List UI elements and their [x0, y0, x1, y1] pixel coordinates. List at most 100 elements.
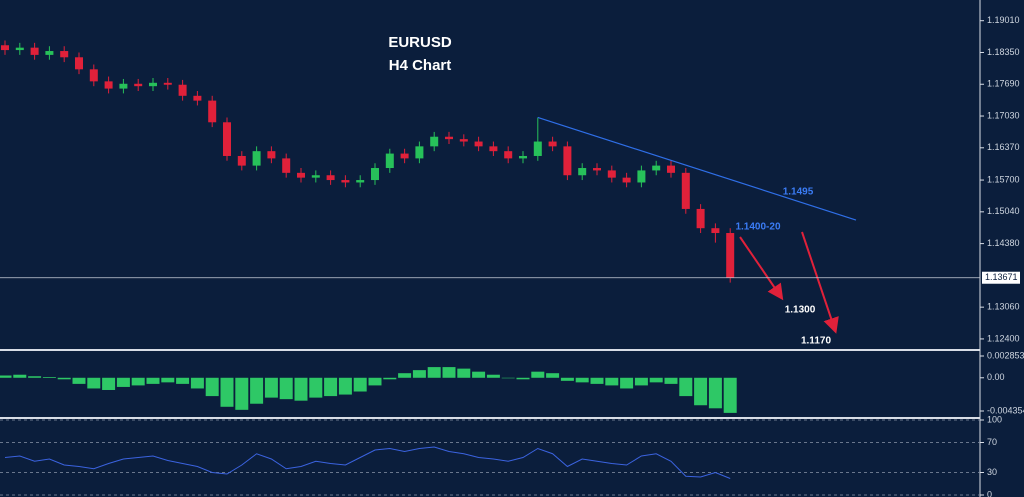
- y-tick-label: 1.18350: [987, 47, 1020, 57]
- candle-body: [652, 165, 661, 171]
- candle-body: [622, 177, 631, 183]
- candle-body: [149, 82, 157, 87]
- histogram-bar: [42, 377, 56, 378]
- histogram-bar: [472, 371, 486, 378]
- histogram-bar: [87, 377, 101, 389]
- candle-body: [489, 146, 498, 152]
- candle-body: [134, 83, 143, 87]
- histogram-bar: [442, 367, 456, 378]
- y-tick-label: 70: [987, 437, 997, 447]
- histogram-bar: [0, 375, 12, 378]
- candle-body: [711, 228, 720, 234]
- candle-body: [371, 168, 379, 181]
- candle-body: [533, 141, 542, 156]
- candle-body: [326, 175, 335, 181]
- histogram-bar: [664, 377, 678, 384]
- annotation: 1.1170: [801, 336, 831, 347]
- candle-body: [415, 146, 424, 159]
- histogram-bar: [190, 377, 204, 389]
- histogram-bar: [250, 377, 264, 404]
- candle-body: [267, 151, 276, 159]
- y-tick-label: 1.14380: [987, 238, 1020, 248]
- histogram-bar: [486, 374, 500, 378]
- y-tick-label: 0.00: [987, 372, 1005, 382]
- histogram-bar: [102, 377, 116, 390]
- candle-body: [104, 81, 113, 89]
- rsi-line: [4, 446, 731, 479]
- histogram-bar: [620, 377, 634, 389]
- histogram-bar: [353, 377, 367, 392]
- histogram-bar: [279, 377, 293, 400]
- histogram-bar: [131, 377, 145, 386]
- candle-body: [208, 100, 217, 123]
- y-tick-label: 1.12400: [987, 333, 1020, 343]
- histogram-bar: [590, 377, 604, 384]
- trendline: [537, 116, 857, 221]
- histogram-bar: [575, 377, 589, 383]
- y-tick-label: -0.004354: [987, 405, 1024, 415]
- histogram-bar: [531, 371, 545, 378]
- last-price-box: [982, 271, 1020, 284]
- histogram-bar: [205, 377, 219, 397]
- histogram-bar: [694, 377, 708, 406]
- histogram-bar: [457, 368, 471, 378]
- candle-body: [311, 175, 320, 178]
- candle-body: [282, 158, 291, 173]
- histogram-bar: [708, 377, 722, 409]
- histogram-bar: [324, 377, 338, 397]
- candle-body: [430, 136, 439, 147]
- candle-body: [356, 180, 365, 183]
- candle-body: [341, 180, 350, 183]
- candle-body: [548, 141, 557, 147]
- histogram-bar: [560, 377, 574, 381]
- histogram-bar: [634, 377, 648, 386]
- candle-body: [252, 151, 261, 166]
- y-tick-label: 1.19010: [987, 15, 1020, 25]
- histogram-bar: [28, 376, 42, 378]
- candle-body: [89, 69, 98, 82]
- histogram-bar: [72, 377, 86, 384]
- annotation: 1.1495: [783, 187, 814, 198]
- arrow: [739, 236, 784, 301]
- candle-body: [75, 57, 83, 70]
- histogram-bar: [309, 377, 323, 398]
- candle-body: [297, 172, 305, 178]
- candle-body: [607, 170, 616, 178]
- annotation: 1.1400-20: [735, 222, 780, 233]
- histogram-bar: [516, 377, 530, 380]
- candle-body: [563, 146, 572, 176]
- chart-title: EURUSD: [388, 34, 452, 51]
- histogram-bar: [546, 373, 560, 378]
- histogram-bar: [605, 377, 619, 386]
- candle-body: [30, 47, 39, 55]
- histogram-bar: [57, 377, 71, 380]
- candle-body: [474, 141, 483, 147]
- histogram-bar: [398, 373, 412, 378]
- candle-body: [400, 153, 409, 159]
- candle-body: [696, 208, 705, 229]
- candle-body: [1, 45, 9, 51]
- y-tick-label: 1.15040: [987, 206, 1020, 216]
- candle-body: [578, 168, 587, 176]
- histogram-bar: [220, 377, 234, 407]
- candle-body: [459, 139, 468, 142]
- histogram-bar: [116, 377, 130, 387]
- arrow: [801, 231, 839, 334]
- candle-body: [445, 136, 453, 140]
- histogram-bar: [723, 377, 737, 413]
- y-tick-label: 0: [987, 489, 992, 497]
- candle-body: [15, 47, 24, 51]
- y-tick-label: 0.002853: [987, 350, 1024, 360]
- y-tick-label: 30: [987, 467, 997, 477]
- histogram-bar: [649, 377, 663, 383]
- histogram-bar: [368, 377, 382, 386]
- y-tick-label: 1.17030: [987, 110, 1020, 120]
- candle-body: [163, 82, 172, 85]
- y-tick-label: 1.13060: [987, 302, 1020, 312]
- y-tick-label: 1.15700: [987, 174, 1020, 184]
- candle-body: [681, 172, 690, 209]
- candle-body: [45, 51, 54, 55]
- candle-body: [60, 51, 69, 58]
- histogram-bar: [501, 377, 515, 379]
